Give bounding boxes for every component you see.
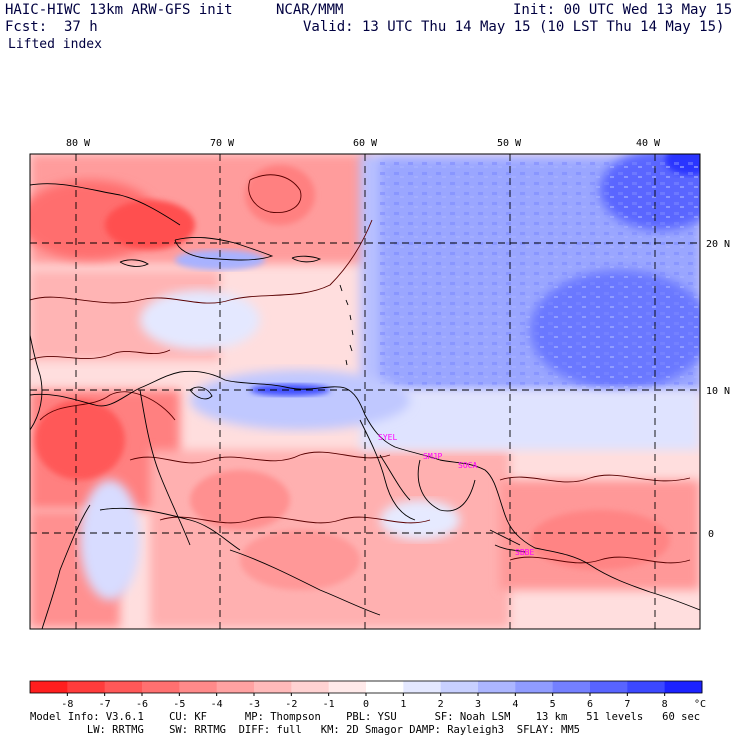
lon-label-40w: 40 W <box>636 138 661 149</box>
colorbar-tick-label: -4 <box>211 699 223 710</box>
colorbar-unit: °C <box>694 699 706 710</box>
colorbar-swatch <box>142 681 180 693</box>
colorbar <box>30 681 703 693</box>
map-frame <box>29 153 701 630</box>
colorbar-tick-label: 2 <box>438 699 444 710</box>
lon-label-60w: 60 W <box>353 138 378 149</box>
colorbar-swatch <box>515 681 554 693</box>
graticule <box>30 154 700 629</box>
colorbar-swatch <box>627 681 666 693</box>
colorbar-swatch <box>440 681 479 693</box>
coastlines <box>30 183 700 629</box>
colorbar-tick-label: -8 <box>61 699 73 710</box>
forecast-hour: 37 h <box>64 19 98 35</box>
lat-label-10n: 10 N <box>706 386 730 397</box>
colorbar-swatch <box>478 681 516 693</box>
colorbar-tick-label: -1 <box>323 699 335 710</box>
contour-lines <box>30 174 691 564</box>
init-time: Init: 00 UTC Wed 13 May 15 <box>513 2 733 18</box>
colorbar-swatch <box>366 681 404 693</box>
org-label: NCAR/MMM <box>276 2 344 18</box>
station-soca: SOCA <box>458 461 477 470</box>
model-info-line1: Model Info: V3.6.1 CU: KF MP: Thompson P… <box>30 711 701 723</box>
colorbar-tick-label: -6 <box>136 699 148 710</box>
colorbar-tick-label: -3 <box>248 699 260 710</box>
colorbar-tick-label: 7 <box>624 699 630 710</box>
lon-label-80w: 80 W <box>66 138 91 149</box>
colorbar-tick-label: -5 <box>173 699 185 710</box>
colorbar-swatch <box>403 681 442 693</box>
colorbar-tick-label: 5 <box>550 699 556 710</box>
station-smjp: SMJP <box>423 452 442 461</box>
colorbar-swatch <box>216 681 255 693</box>
colorbar-tick-label: 3 <box>475 699 481 710</box>
colorbar-swatch <box>30 681 68 693</box>
colorbar-tick-labels: -8 -7 -6 -5 -4 -3 -2 -1 0 1 2 3 4 5 6 7 8 <box>61 693 668 710</box>
model-info-line2: LW: RRTMG SW: RRTMG DIFF: full KM: 2D Sm… <box>30 724 580 736</box>
colorbar-tick-label: 6 <box>587 699 593 710</box>
lon-label-70w: 70 W <box>210 138 235 149</box>
colorbar-swatch <box>104 681 143 693</box>
colorbar-tick-label: 8 <box>662 699 668 710</box>
colorbar-swatch <box>552 681 591 693</box>
colorbar-tick-label: -2 <box>285 699 297 710</box>
colorbar-swatch <box>291 681 330 693</box>
model-title: HAIC-HIWC 13km ARW-GFS init <box>5 2 233 18</box>
valid-time: Valid: 13 UTC Thu 14 May 15 (10 LST Thu … <box>303 19 725 35</box>
field-shading <box>30 154 700 629</box>
colorbar-tick-label: 0 <box>363 699 369 710</box>
colorbar-swatch <box>664 681 703 693</box>
forecast-label: Fcst: <box>5 19 48 35</box>
lon-label-50w: 50 W <box>497 138 522 149</box>
colorbar-swatch <box>590 681 628 693</box>
colorbar-tick-label: 4 <box>512 699 518 710</box>
colorbar-swatch <box>254 681 292 693</box>
colorbar-tick-label: 1 <box>400 699 406 710</box>
colorbar-swatch <box>67 681 106 693</box>
colorbar-tick-label: -7 <box>99 699 111 710</box>
lat-label-20n: 20 N <box>706 239 730 250</box>
colorbar-swatch <box>328 681 367 693</box>
lat-label-0: 0 <box>708 529 714 540</box>
station-syel: SYEL <box>378 433 397 442</box>
field-name: Lifted index <box>8 37 102 52</box>
station-sbbe: SBBE <box>515 548 534 557</box>
colorbar-swatch <box>179 681 218 693</box>
